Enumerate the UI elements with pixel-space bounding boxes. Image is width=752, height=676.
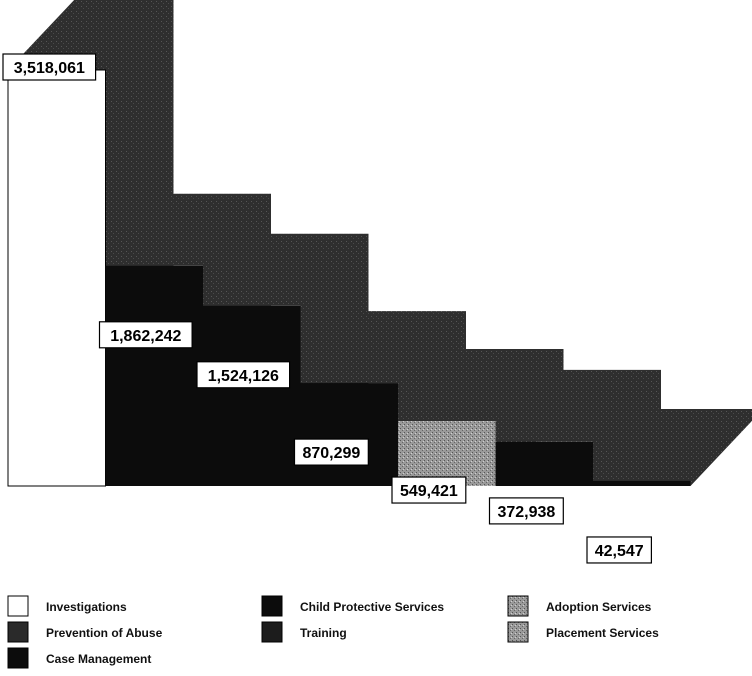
value-label-prevention-of-abuse: 1,524,126: [196, 361, 291, 389]
legend-label: Child Protective Services: [300, 600, 444, 614]
bar-depth-adoption-services: [593, 408, 752, 486]
value-label-training: 870,299: [293, 438, 369, 466]
value-label-placement-services: 549,421: [391, 476, 467, 504]
bar-case-management: [495, 441, 593, 486]
legend-swatch: [507, 595, 529, 617]
legend-item-adoption-services: Adoption Services: [507, 595, 652, 617]
value-label-investigations: 3,518,061: [2, 53, 97, 81]
svg-text:372,938: 372,938: [497, 504, 555, 521]
legend-swatch: [7, 647, 29, 669]
legend-swatch: [261, 621, 283, 643]
legend-swatch: [507, 621, 529, 643]
svg-text:1,524,126: 1,524,126: [208, 368, 279, 385]
svg-text:42,547: 42,547: [595, 543, 644, 560]
legend-label: Adoption Services: [546, 600, 652, 614]
bar-placement-services: [398, 421, 496, 486]
legend-item-child-protective-services: Child Protective Services: [261, 595, 444, 617]
legend: Investigations Child Protective Services A…: [7, 595, 659, 669]
legend-item-placement-services: Placement Services: [507, 621, 659, 643]
legend-label: Placement Services: [546, 626, 659, 640]
svg-text:1,862,242: 1,862,242: [110, 328, 181, 345]
legend-swatch: [261, 595, 283, 617]
value-labels-layer: 3,518,061 1,862,242 1,524,126 870,299 549,42…: [2, 53, 653, 564]
bar-child-protective-services: [105, 265, 203, 486]
legend-swatch: [7, 595, 29, 617]
bar-prevention-of-abuse: [203, 305, 301, 486]
legend-label: Investigations: [46, 600, 127, 614]
legend-swatch: [7, 621, 29, 643]
legend-item-training: Training: [261, 621, 347, 643]
legend-item-case-management: Case Management: [7, 647, 151, 669]
svg-text:549,421: 549,421: [400, 483, 458, 500]
value-label-adoption-services: 42,547: [586, 536, 653, 564]
legend-label: Training: [300, 626, 347, 640]
legend-item-prevention-of-abuse: Prevention of Abuse: [7, 621, 163, 643]
legend-label: Case Management: [46, 652, 151, 666]
value-label-child-protective-services: 1,862,242: [98, 321, 193, 349]
legend-label: Prevention of Abuse: [46, 626, 163, 640]
bar-investigations: [7, 69, 106, 487]
bar-adoption-services: [593, 480, 691, 486]
bar-training: [300, 383, 398, 486]
bars-layer: [7, 69, 691, 487]
svg-text:3,518,061: 3,518,061: [14, 60, 85, 77]
svg-text:870,299: 870,299: [302, 445, 360, 462]
legend-item-investigations: Investigations: [7, 595, 127, 617]
value-label-case-management: 372,938: [488, 497, 564, 525]
